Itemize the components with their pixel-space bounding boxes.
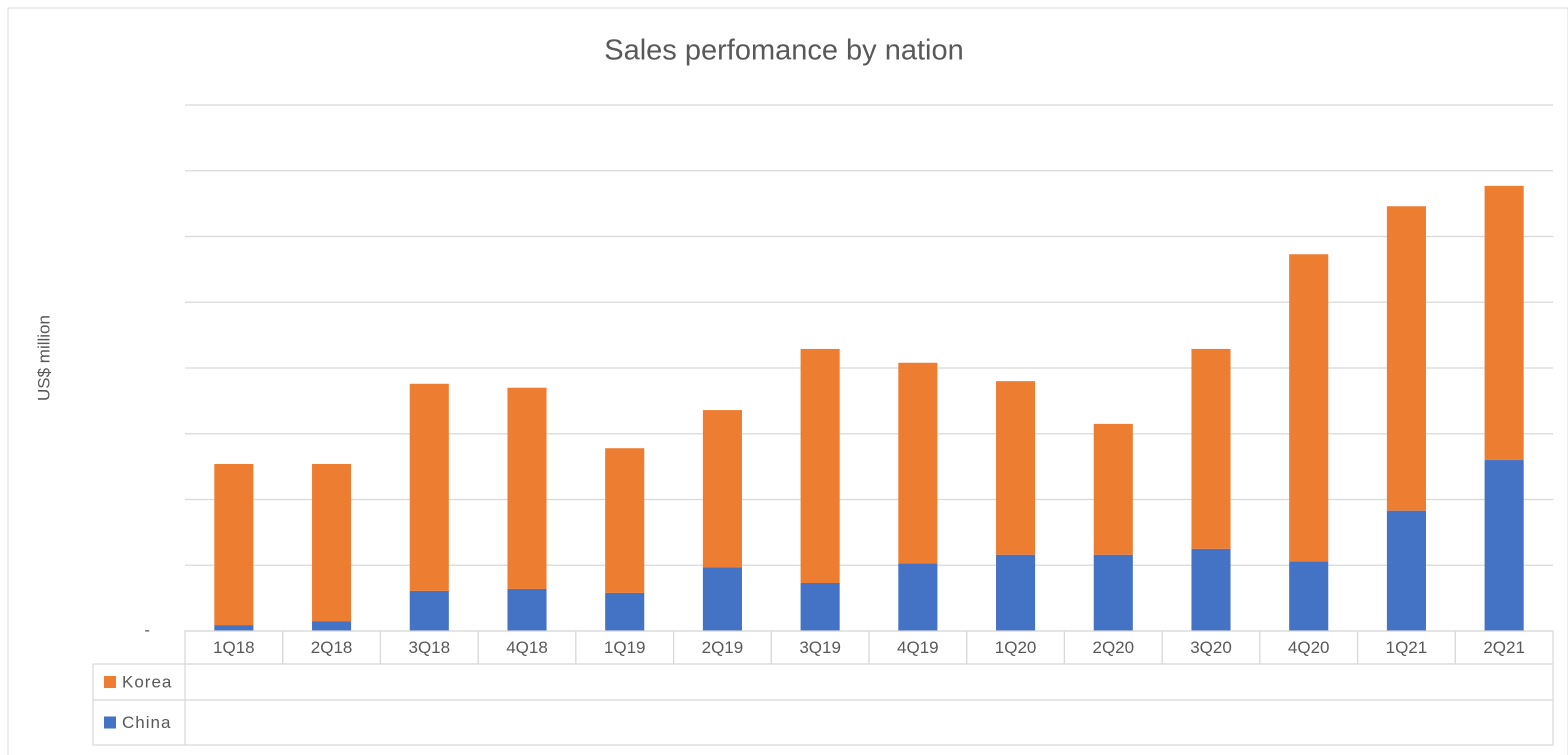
y-axis-label: US$ million bbox=[34, 315, 53, 401]
bar-segment bbox=[1484, 460, 1524, 631]
bar-segment bbox=[1386, 510, 1426, 631]
table-row bbox=[92, 699, 1554, 746]
bar-segment bbox=[1191, 348, 1231, 549]
table-row bbox=[92, 663, 1554, 701]
bar-segment bbox=[409, 590, 449, 631]
x-tick-label: 2Q19 bbox=[702, 638, 744, 657]
bar-segment bbox=[1093, 423, 1133, 555]
bar-segment bbox=[996, 554, 1036, 631]
bar-segment bbox=[507, 387, 547, 589]
bar-segment bbox=[898, 563, 938, 631]
bar-segment bbox=[800, 583, 840, 631]
legend-swatch bbox=[104, 676, 116, 688]
x-tick-label: 2Q21 bbox=[1483, 638, 1525, 657]
bar-segment bbox=[214, 625, 254, 631]
bar-segment bbox=[1289, 561, 1329, 631]
x-tick-label: 3Q20 bbox=[1190, 638, 1232, 657]
bar-segment bbox=[1093, 554, 1133, 631]
bar-segment bbox=[1191, 548, 1231, 631]
legend-label: Korea bbox=[122, 672, 172, 691]
x-tick-label: 3Q18 bbox=[408, 638, 450, 657]
x-tick-label: 3Q19 bbox=[799, 638, 841, 657]
bar-segment bbox=[996, 381, 1036, 555]
bar-segment bbox=[507, 588, 547, 631]
bar-segment bbox=[898, 362, 938, 564]
chart-title: Sales perfomance by nation bbox=[604, 35, 964, 67]
x-tick-label: 4Q20 bbox=[1288, 638, 1330, 657]
bar-segment bbox=[1484, 185, 1524, 461]
bar-segment bbox=[702, 410, 742, 568]
legend-swatch bbox=[104, 716, 116, 729]
bar-segment bbox=[214, 463, 254, 626]
x-tick-label: 1Q21 bbox=[1386, 638, 1428, 657]
y-tick-label: - bbox=[144, 620, 150, 639]
x-tick-label: 1Q20 bbox=[995, 638, 1037, 657]
bar-segment bbox=[312, 621, 352, 631]
bar-segment bbox=[800, 348, 840, 584]
legend-label: China bbox=[122, 713, 171, 732]
x-tick-label: 1Q19 bbox=[604, 638, 646, 657]
bar-segment bbox=[1386, 206, 1426, 511]
x-tick-label: 4Q19 bbox=[897, 638, 939, 657]
x-tick-label: 1Q18 bbox=[213, 638, 255, 657]
bar-segment bbox=[605, 592, 645, 631]
chart-border bbox=[7, 7, 1568, 755]
x-tick-label: 2Q18 bbox=[311, 638, 353, 657]
x-tick-label: 4Q18 bbox=[506, 638, 548, 657]
x-tick-label: 2Q20 bbox=[1092, 638, 1134, 657]
bar-segment bbox=[1289, 254, 1329, 562]
bar-segment bbox=[702, 567, 742, 631]
bar-segment bbox=[409, 383, 449, 591]
bar-segment bbox=[312, 463, 352, 622]
bar-segment bbox=[605, 448, 645, 593]
